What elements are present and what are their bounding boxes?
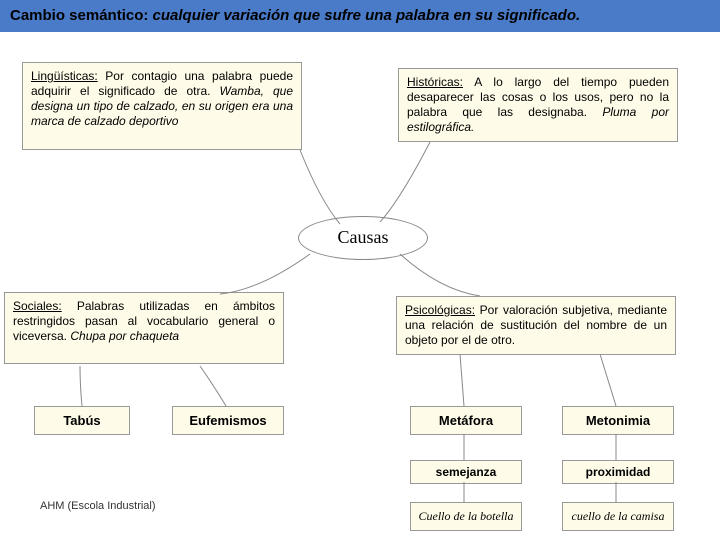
- tag-semejanza-text: semejanza: [436, 465, 497, 479]
- footer-credit: AHM (Escola Industrial): [40, 500, 156, 512]
- tag-metafora-text: Metáfora: [439, 413, 493, 428]
- center-label: Causas: [338, 227, 389, 247]
- label-historicas: Históricas:: [407, 75, 463, 89]
- tag-eufemismos-text: Eufemismos: [189, 413, 266, 428]
- tag-proximidad: proximidad: [562, 460, 674, 484]
- tag-eufemismos: Eufemismos: [172, 406, 284, 435]
- tag-metonimia: Metonimia: [562, 406, 674, 435]
- tag-semejanza: semejanza: [410, 460, 522, 484]
- footer-text: AHM (Escola Industrial): [40, 500, 156, 512]
- tag-cuello-botella: Cuello de la botella: [410, 502, 522, 531]
- tag-cuello-camisa-text: cuello de la camisa: [572, 509, 665, 523]
- label-sociales: Sociales:: [13, 299, 62, 313]
- ital-sociales: Chupa por chaqueta: [70, 329, 179, 343]
- tag-proximidad-text: proximidad: [586, 465, 651, 479]
- tag-tabus-text: Tabús: [63, 413, 100, 428]
- tag-metonimia-text: Metonimia: [586, 413, 650, 428]
- box-historicas: Históricas: A lo largo del tiempo pueden…: [398, 68, 678, 142]
- label-psicologicas: Psicológicas:: [405, 303, 475, 317]
- tag-cuello-camisa: cuello de la camisa: [562, 502, 674, 531]
- box-linguisticas: Lingüísticas: Por contagio una palabra p…: [22, 62, 302, 150]
- header-bar: Cambio semántico: cualquier variación qu…: [0, 0, 720, 32]
- label-linguisticas: Lingüísticas:: [31, 69, 98, 83]
- header-ital: cualquier variación que sufre una palabr…: [153, 7, 581, 24]
- box-sociales: Sociales: Palabras utilizadas en ámbitos…: [4, 292, 284, 364]
- header-bold: Cambio semántico:: [10, 7, 148, 24]
- tag-metafora: Metáfora: [410, 406, 522, 435]
- box-psicologicas: Psicológicas: Por valoración subjetiva, …: [396, 296, 676, 355]
- center-causas: Causas: [298, 216, 428, 260]
- tag-cuello-botella-text: Cuello de la botella: [419, 509, 514, 523]
- tag-tabus: Tabús: [34, 406, 130, 435]
